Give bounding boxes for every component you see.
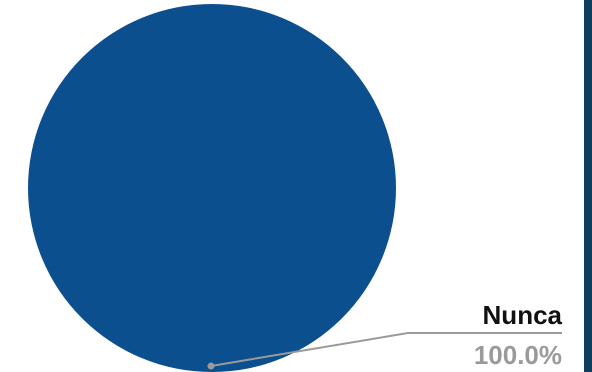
leader-line — [210, 332, 562, 367]
pie-labels: Nunca 100.0% — [207, 300, 563, 370]
pie-slices — [28, 4, 396, 372]
right-accent-bar — [584, 0, 592, 372]
slice-value-nunca: 100.0% — [474, 340, 562, 370]
pie-slice-nunca — [28, 4, 396, 372]
slice-label-nunca: Nunca — [483, 300, 563, 330]
leader-dot — [207, 362, 215, 370]
